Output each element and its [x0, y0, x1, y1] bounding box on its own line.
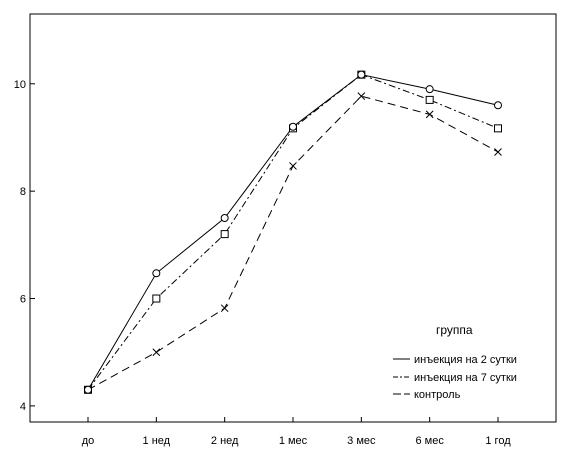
y-tick-label: 8 — [20, 186, 26, 198]
series-layer — [84, 70, 502, 394]
x-axis: до 1 нед 2 нед 1 мес 3 мес 6 мес 1 год — [82, 417, 511, 447]
circle-point — [357, 70, 366, 79]
legend-label: контроль — [414, 389, 461, 401]
circle-point — [425, 85, 434, 94]
x-tick-label: до — [82, 435, 95, 447]
x-point — [220, 304, 229, 313]
circle-point — [84, 385, 92, 394]
x-point — [425, 110, 434, 119]
y-axis: 4 6 8 10 — [14, 79, 35, 413]
circle-point — [152, 269, 161, 278]
x-tick-label: 3 мес — [347, 435, 376, 447]
y-tick-label: 10 — [14, 79, 26, 91]
x-point — [152, 348, 161, 357]
circle-point — [494, 101, 502, 110]
series-line — [87, 74, 499, 391]
x-point — [494, 148, 502, 156]
series-line — [87, 74, 499, 391]
y-tick-label: 4 — [20, 401, 26, 413]
square-point — [425, 95, 434, 104]
legend-title: группа — [436, 323, 473, 337]
circle-point — [220, 214, 229, 222]
x-tick-label: 1 мес — [279, 435, 308, 447]
y-tick-label: 6 — [20, 294, 26, 306]
square-point — [494, 124, 502, 133]
series-line — [87, 95, 499, 391]
legend-label: инъекция на 2 сутки — [414, 354, 517, 366]
circle-point — [289, 122, 297, 131]
x-tick-label: 6 мес — [415, 435, 444, 447]
x-tick-label: 2 нед — [211, 435, 239, 447]
legend-label: инъекция на 7 сутки — [414, 372, 517, 384]
x-tick-label: 1 год — [485, 435, 511, 447]
square-point — [220, 230, 229, 239]
x-tick-label: 1 нед — [143, 435, 171, 447]
legend: группа инъекция на 2 сутки инъекция на 7 … — [393, 323, 517, 401]
x-point — [289, 162, 297, 170]
square-point — [152, 294, 161, 303]
x-point — [357, 92, 366, 100]
